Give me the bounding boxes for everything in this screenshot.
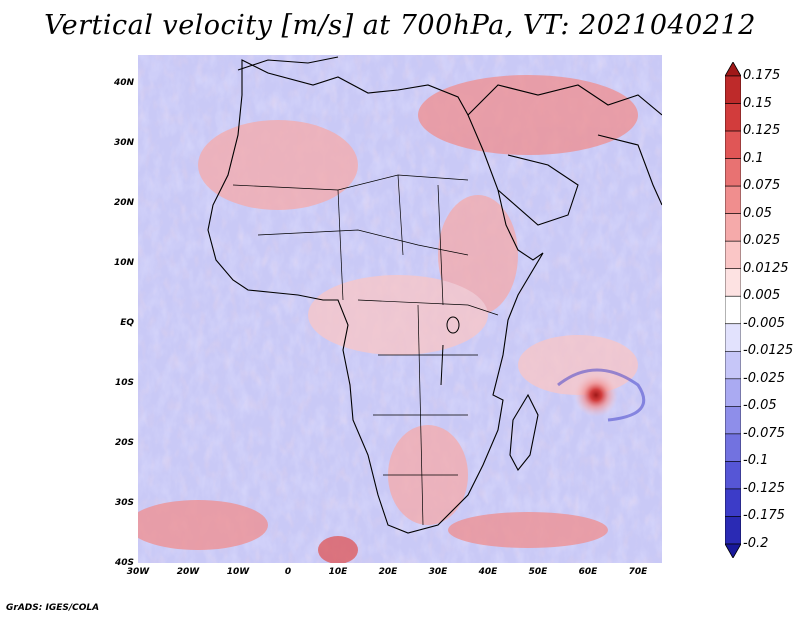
arabia-outline bbox=[497, 154, 579, 226]
lon-tick-label: 70E bbox=[628, 567, 648, 577]
colorbar-segment bbox=[725, 488, 741, 517]
colorbar-segment bbox=[725, 75, 741, 104]
lat-tick-label: 30N bbox=[113, 138, 134, 148]
lat-tick-label: 20N bbox=[113, 198, 134, 208]
colorbar-label: -0.075 bbox=[743, 425, 785, 441]
lat-tick-label: 10N bbox=[113, 258, 134, 268]
credit-text: GrADS: IGES/COLA bbox=[6, 603, 100, 613]
colorbar-label: 0.1 bbox=[743, 150, 764, 166]
colorbar-segment bbox=[725, 103, 741, 132]
lon-tick-label: 30W bbox=[126, 567, 150, 577]
colorbar-segment bbox=[725, 461, 741, 490]
colorbar-segment bbox=[725, 433, 741, 462]
lon-tick-label: 40E bbox=[478, 567, 498, 577]
lat-tick-label: 40S bbox=[114, 558, 134, 568]
lat-tick-label: 10S bbox=[114, 378, 134, 388]
europe-coast bbox=[237, 56, 339, 71]
lat-tick-label: 30S bbox=[114, 498, 134, 508]
colorbar-label: -0.125 bbox=[743, 480, 785, 496]
lat-tick-label: 40N bbox=[113, 78, 134, 88]
colorbar-segment bbox=[725, 406, 741, 435]
colorbar-label: -0.05 bbox=[743, 398, 777, 414]
lon-tick-label: 10E bbox=[328, 567, 348, 577]
colorbar-label: 0.0125 bbox=[743, 260, 789, 276]
colorbar-segment bbox=[725, 268, 741, 297]
colorbar-segment bbox=[725, 516, 741, 545]
lon-tick-label: 60E bbox=[578, 567, 598, 577]
colorbar bbox=[725, 62, 741, 558]
colorbar-segment bbox=[725, 130, 741, 159]
cyclone-spiral-band bbox=[557, 368, 646, 422]
colorbar-bottom-arrow bbox=[725, 543, 741, 558]
colorbar-label: 0.025 bbox=[743, 233, 781, 249]
colorbar-segment bbox=[725, 350, 741, 380]
colorbar-segment bbox=[725, 295, 741, 325]
map-title: Vertical velocity [m/s] at 700hPa, VT: 2… bbox=[44, 10, 756, 41]
colorbar-label: -0.025 bbox=[743, 370, 785, 386]
colorbar-label: -0.2 bbox=[743, 536, 769, 551]
cyclone-core bbox=[574, 373, 618, 417]
colorbar-segment bbox=[725, 185, 741, 214]
coastlines bbox=[207, 56, 662, 534]
colorbar-top-arrow bbox=[725, 62, 741, 77]
velocity-map bbox=[138, 55, 662, 563]
colorbar-segment bbox=[725, 158, 741, 187]
lon-tick-label: 0 bbox=[284, 567, 292, 577]
colorbar-segment bbox=[725, 378, 741, 407]
middle-east-coast bbox=[467, 84, 662, 116]
colorbar-label: -0.1 bbox=[743, 453, 769, 469]
colorbar-label: 0.125 bbox=[743, 123, 781, 139]
madagascar-outline bbox=[509, 393, 539, 471]
lon-tick-label: 30E bbox=[428, 567, 448, 577]
colorbar-segment bbox=[725, 323, 741, 352]
colorbar-label: 0.05 bbox=[743, 205, 772, 221]
map-panel bbox=[138, 55, 662, 563]
colorbar-segment bbox=[725, 213, 741, 242]
colorbar-label: -0.175 bbox=[743, 508, 785, 524]
lakes bbox=[440, 316, 460, 386]
lat-tick-label: 20S bbox=[114, 438, 134, 448]
africa-outline bbox=[207, 59, 544, 534]
india-coast bbox=[597, 134, 662, 206]
colorbar-label: 0.005 bbox=[743, 288, 781, 304]
lat-tick-label: EQ bbox=[120, 318, 134, 328]
lon-tick-label: 20E bbox=[378, 567, 398, 577]
colorbar-label: -0.005 bbox=[743, 315, 785, 331]
colorbar-segment bbox=[725, 240, 741, 270]
colorbar-label: 0.075 bbox=[743, 178, 781, 194]
lon-tick-label: 10W bbox=[226, 567, 250, 577]
positive-velocity-regions bbox=[138, 75, 638, 563]
lon-tick-label: 20W bbox=[176, 567, 200, 577]
country-borders bbox=[232, 174, 499, 526]
colorbar-label: -0.0125 bbox=[743, 343, 794, 359]
colorbar-label: 0.15 bbox=[743, 95, 772, 111]
colorbar-label: 0.175 bbox=[743, 68, 781, 83]
lon-tick-label: 50E bbox=[528, 567, 548, 577]
